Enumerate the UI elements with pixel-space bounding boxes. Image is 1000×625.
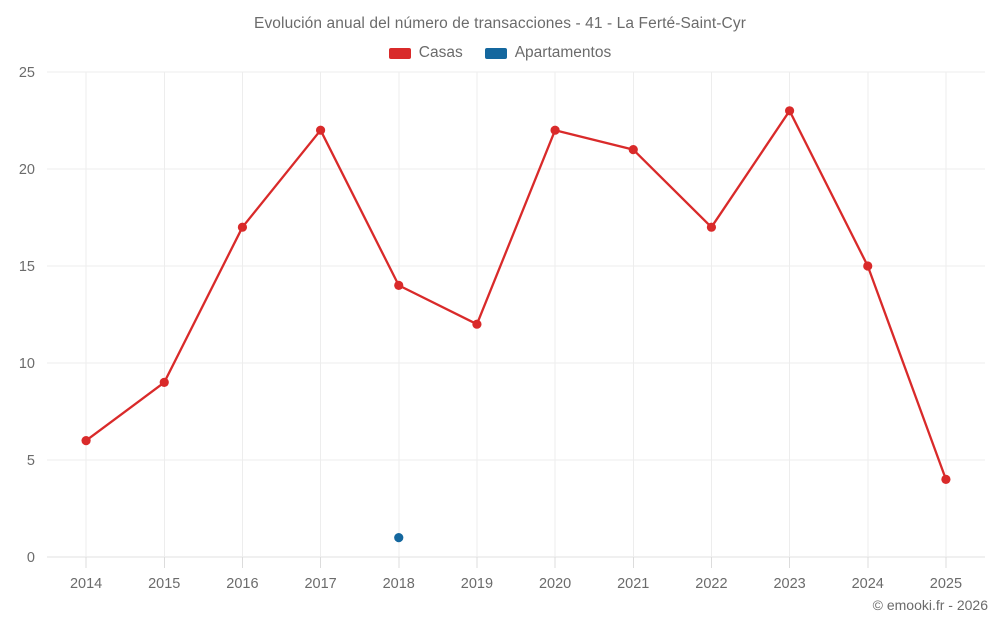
y-axis-tick-label: 5: [27, 453, 35, 469]
data-point-marker[interactable]: [706, 222, 717, 232]
y-axis-tick-label: 20: [19, 162, 35, 178]
data-point-marker[interactable]: [315, 125, 326, 135]
data-point-marker[interactable]: [628, 145, 638, 155]
x-axis-tick-label: 2018: [383, 576, 415, 592]
x-axis-tick-label: 2017: [304, 576, 336, 592]
x-axis-tick-label: 2019: [461, 576, 493, 592]
legend-item-apartamentos[interactable]: Apartamentos: [484, 44, 612, 62]
legend-label-apartamentos: Apartamentos: [514, 44, 612, 61]
data-point-marker[interactable]: [237, 222, 248, 232]
y-axis-tick-label: 0: [27, 550, 35, 566]
copyright-footer: © emooki.fr - 2026: [872, 597, 988, 613]
x-axis-tick-label: 2014: [70, 576, 102, 592]
data-point-marker[interactable]: [863, 261, 873, 271]
y-axis-tick-label: 25: [19, 65, 35, 81]
legend-swatch-apartamentos: [484, 47, 507, 59]
x-axis-tick-label: 2023: [773, 576, 805, 592]
data-point-marker[interactable]: [159, 377, 169, 387]
y-axis-tick-label: 10: [19, 356, 35, 372]
x-axis-tick-label: 2015: [148, 576, 180, 592]
x-axis-tick-label: 2020: [539, 576, 571, 592]
series-line-0: [84, 109, 948, 481]
data-point-marker[interactable]: [394, 280, 404, 290]
data-point-marker[interactable]: [394, 533, 404, 543]
data-point-marker[interactable]: [550, 125, 560, 135]
x-axis-tick-label: 2022: [695, 576, 727, 592]
data-point-marker[interactable]: [81, 436, 91, 446]
chart-legend: Casas Apartamentos: [0, 44, 1000, 62]
y-axis-tick-label: 15: [19, 259, 35, 275]
x-axis-tick-label: 2016: [226, 576, 258, 592]
x-axis-tick-label: 2024: [852, 576, 884, 592]
x-axis-tick-label: 2025: [930, 576, 962, 592]
chart-title: Evolución anual del número de transaccio…: [254, 15, 746, 32]
data-point-marker[interactable]: [941, 474, 951, 484]
data-point-marker[interactable]: [472, 319, 482, 329]
data-point-marker[interactable]: [784, 106, 795, 116]
legend-item-casas[interactable]: Casas: [388, 44, 463, 62]
x-axis-tick-label: 2021: [617, 576, 649, 592]
legend-label-casas: Casas: [418, 44, 463, 61]
legend-swatch-casas: [388, 47, 411, 59]
